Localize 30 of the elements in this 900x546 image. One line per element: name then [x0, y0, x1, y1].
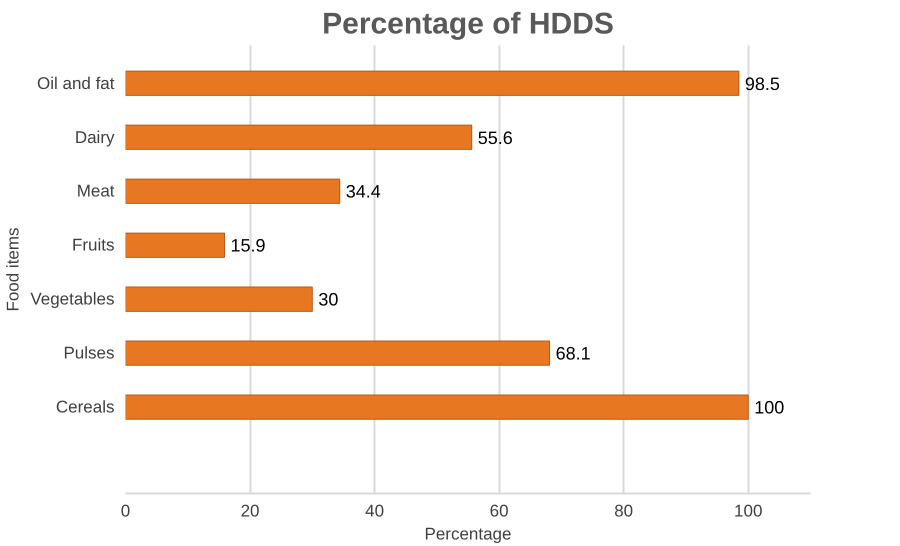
x-tick-label: 100 — [734, 502, 762, 520]
bar — [126, 178, 340, 204]
data-label: 34.4 — [346, 182, 381, 202]
x-tick-label: 20 — [240, 502, 260, 520]
y-tick-label: Cereals — [56, 398, 115, 417]
x-tick-label: 80 — [614, 502, 634, 520]
y-tick-label: Oil and fat — [37, 74, 115, 93]
y-tick-label: Fruits — [72, 236, 114, 255]
y-tick-label: Vegetables — [30, 290, 115, 309]
data-label: 15.9 — [230, 236, 266, 256]
x-tick-label: 0 — [120, 502, 130, 520]
data-label: 98.5 — [744, 74, 780, 94]
data-label: 68.1 — [556, 344, 591, 364]
data-label: 55.6 — [478, 128, 513, 148]
y-tick-label: Pulses — [63, 344, 115, 363]
x-tick-label: 60 — [490, 502, 509, 520]
bar — [126, 286, 313, 312]
data-label: 100 — [754, 398, 784, 418]
bar — [126, 124, 472, 150]
x-axis-title: Percentage — [424, 524, 512, 544]
bar — [126, 232, 226, 258]
y-tick-label: Meat — [76, 182, 115, 201]
x-tick-label: 40 — [365, 502, 384, 520]
y-tick-label: Dairy — [74, 128, 115, 147]
data-label: 30 — [318, 290, 338, 310]
y-axis-title: Food items — [3, 227, 22, 312]
bar — [126, 340, 550, 366]
chart-title: Percentage of HDDS — [322, 8, 614, 40]
bar — [126, 394, 749, 420]
bar — [126, 70, 740, 96]
